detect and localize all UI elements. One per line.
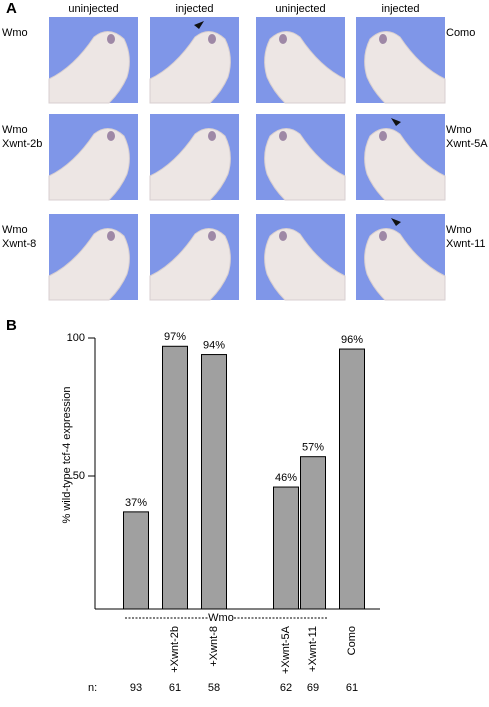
stain (279, 34, 287, 44)
value-label: 97% (164, 331, 186, 343)
group-label: Wmo (208, 612, 234, 624)
embryo (364, 228, 446, 301)
bar (123, 511, 149, 610)
embryo-photo (256, 114, 346, 201)
stain (379, 231, 387, 241)
embryo-photo (256, 17, 346, 104)
embryo (48, 128, 130, 201)
stain (107, 131, 115, 141)
stain (107, 231, 115, 241)
y-tick-label: 100 (67, 332, 85, 344)
column-header: injected (382, 3, 420, 15)
stain (279, 131, 287, 141)
column-header: uninjected (275, 3, 325, 15)
row-label: Wmo (2, 27, 28, 39)
embryo (149, 128, 231, 201)
row-label: Wmo (446, 124, 472, 136)
panel-label: A (6, 0, 17, 17)
row-label: Xwnt-8 (2, 238, 36, 250)
y-axis-label: % wild-type tcf-4 expression (61, 387, 73, 524)
embryo (149, 228, 231, 301)
n-value: 58 (208, 682, 220, 694)
embryo-photo (149, 17, 239, 104)
x-tick-label: Como (346, 626, 358, 655)
value-label: 57% (302, 442, 324, 454)
stain (279, 231, 287, 241)
embryo (364, 31, 446, 104)
embryo-photo (356, 214, 446, 301)
arrowhead (391, 118, 401, 126)
embryo (48, 228, 130, 301)
x-tick-label: +Xwnt-8 (208, 626, 220, 667)
stain (208, 231, 216, 241)
embryo (149, 31, 231, 104)
x-tick-label: +Xwnt-2b (169, 626, 181, 673)
embryo-photo (48, 214, 138, 301)
embryo-photo (256, 214, 346, 301)
n-value: 61 (346, 682, 358, 694)
arrowhead (194, 21, 204, 29)
x-tick-label: +Xwnt-5A (280, 625, 292, 674)
n-value: 69 (307, 682, 319, 694)
row-label: Wmo (2, 124, 28, 136)
value-label: 96% (341, 334, 363, 346)
row-label: Xwnt-5A (446, 138, 488, 150)
embryo-photo (149, 214, 239, 301)
stain (379, 131, 387, 141)
row-label: Como (446, 27, 475, 39)
column-header: uninjected (68, 3, 118, 15)
stain (107, 34, 115, 44)
stain (208, 34, 216, 44)
bar (339, 348, 365, 610)
embryo-photo (356, 17, 446, 104)
bar (300, 456, 326, 610)
y-tick-label: 50 (73, 470, 85, 482)
embryo (264, 228, 346, 301)
stain (379, 34, 387, 44)
n-label: n: (88, 682, 97, 694)
embryo (264, 31, 346, 104)
n-value: 93 (130, 682, 142, 694)
embryo (364, 128, 446, 201)
value-label: 37% (125, 497, 147, 509)
embryo-photo (48, 114, 138, 201)
embryo (48, 31, 130, 104)
row-label: Wmo (446, 224, 472, 236)
embryo-photo (356, 114, 446, 201)
n-value: 61 (169, 682, 181, 694)
panel-label: B (6, 317, 17, 334)
bar (201, 354, 227, 610)
embryo-photo (149, 114, 239, 201)
bar (273, 486, 299, 610)
x-tick-label: +Xwnt-11 (307, 626, 319, 672)
value-label: 94% (203, 339, 225, 351)
arrowhead (391, 218, 401, 226)
stain (208, 131, 216, 141)
column-header: injected (176, 3, 214, 15)
embryo-photo (48, 17, 138, 104)
value-label: 46% (275, 472, 297, 484)
bar (162, 345, 188, 610)
n-value: 62 (280, 682, 292, 694)
embryo (264, 128, 346, 201)
row-label: Xwnt-11 (446, 238, 486, 250)
row-label: Xwnt-2b (2, 138, 42, 150)
row-label: Wmo (2, 224, 28, 236)
